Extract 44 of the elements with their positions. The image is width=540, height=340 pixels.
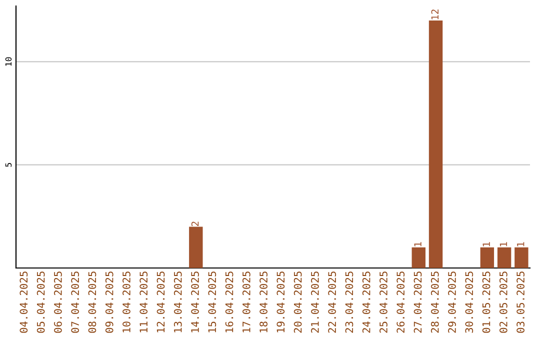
x-tick-label: 23.04.2025 bbox=[345, 272, 354, 333]
x-tick-label: 03.05.2025 bbox=[516, 272, 524, 333]
x-tick-label: 15.04.2025 bbox=[208, 272, 216, 332]
x-tick-label: 01.05.2025 bbox=[482, 272, 490, 333]
x-tick-label: 19.04.2025 bbox=[276, 272, 285, 332]
x-tick-label: 07.04.2025 bbox=[71, 272, 80, 333]
x-tick-label: 11.04.2025 bbox=[140, 272, 148, 332]
bar bbox=[514, 247, 528, 268]
x-tick-label: 18.04.2025 bbox=[260, 272, 268, 332]
x-tick-label: 17.04.2025 bbox=[242, 272, 250, 332]
x-tick-label: 30.04.2025 bbox=[465, 272, 474, 333]
x-tick-label: 28.04.2025 bbox=[430, 272, 439, 333]
x-tick-label: 06.04.2025 bbox=[54, 272, 62, 333]
x-tick-label: 25.04.2025 bbox=[380, 272, 388, 333]
x-tick-label: 24.04.2025 bbox=[362, 272, 370, 333]
x-tick-label: 26.04.2025 bbox=[396, 272, 405, 333]
x-tick-label: 12.04.2025 bbox=[156, 272, 165, 332]
y-tick-label: 10 bbox=[5, 57, 12, 66]
data-label: 1 bbox=[482, 242, 490, 246]
x-tick-label: 29.04.2025 bbox=[448, 272, 456, 333]
x-tick-label: 20.04.2025 bbox=[294, 272, 302, 333]
bar bbox=[189, 226, 203, 268]
x-tick-label: 05.04.2025 bbox=[36, 272, 45, 333]
x-tick-label: 08.04.2025 bbox=[88, 272, 96, 333]
x-tick-label: 02.05.2025 bbox=[499, 272, 508, 333]
bar bbox=[480, 247, 494, 268]
data-label: 12 bbox=[431, 10, 438, 20]
x-tick-label: 09.04.2025 bbox=[105, 272, 114, 333]
data-label: 1 bbox=[414, 242, 422, 246]
bar bbox=[412, 247, 426, 268]
x-tick-label: 13.04.2025 bbox=[174, 272, 182, 332]
x-tick-label: 14.04.2025 bbox=[191, 272, 199, 332]
data-label: 1 bbox=[517, 242, 524, 246]
data-label: 1 bbox=[500, 242, 508, 246]
x-tick-label: 22.04.2025 bbox=[328, 272, 336, 333]
y-tick-label: 5 bbox=[5, 163, 12, 167]
x-tick-label: 04.04.2025 bbox=[20, 272, 28, 333]
x-tick-label: 27.04.2025 bbox=[414, 272, 422, 333]
data-label: 2 bbox=[191, 222, 199, 226]
bar bbox=[497, 247, 512, 268]
x-tick-label: 16.04.2025 bbox=[225, 272, 234, 332]
x-tick-label: 10.04.2025 bbox=[122, 272, 130, 332]
x-tick-label: 21.04.2025 bbox=[311, 272, 319, 333]
bar bbox=[428, 20, 443, 268]
